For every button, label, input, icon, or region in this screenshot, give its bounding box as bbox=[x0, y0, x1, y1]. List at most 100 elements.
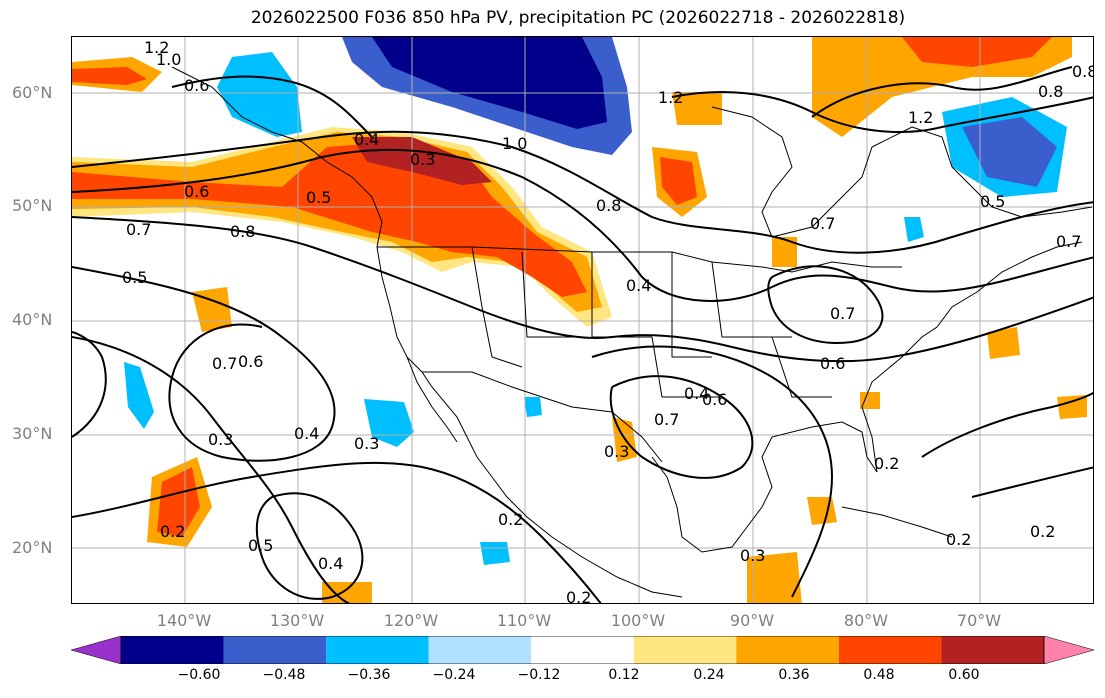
colorbar-tick: −0.24 bbox=[432, 667, 476, 683]
pv-contour-14 bbox=[921, 391, 1093, 458]
pos-area-hudson-1-core bbox=[660, 157, 697, 205]
contour-label: 0.7 bbox=[126, 220, 151, 239]
pv-contour-10 bbox=[767, 265, 884, 344]
contour-label: 0.4 bbox=[294, 424, 319, 443]
pos-area-greenland bbox=[812, 37, 1072, 137]
pos-area-ne bbox=[772, 237, 797, 267]
lon-label-90w: 90°W bbox=[729, 611, 775, 630]
contour-label: 0.2 bbox=[160, 522, 185, 541]
neg-area-pacific bbox=[124, 362, 154, 429]
colorbar-segment bbox=[326, 636, 429, 664]
lat-label-30: 30°N bbox=[12, 424, 53, 443]
colorbar-segment bbox=[633, 636, 737, 664]
pos-area-sw-ocean bbox=[322, 582, 372, 603]
coast-gulf bbox=[651, 241, 1083, 553]
contour-label: 0.8 bbox=[1038, 82, 1063, 101]
pos-area-caribbean bbox=[747, 552, 802, 603]
lon-label-80w: 80°W bbox=[843, 611, 889, 630]
colorbar-tick: 0.36 bbox=[778, 667, 810, 683]
coast-baja bbox=[406, 356, 458, 443]
contour-label: 0.3 bbox=[410, 150, 435, 169]
colorbar-tick: 0.60 bbox=[948, 667, 980, 683]
neg-area-alaska bbox=[217, 52, 302, 137]
contour-label: 0.7 bbox=[654, 410, 679, 429]
colorbar-tick: 0.24 bbox=[693, 667, 725, 683]
colorbar-segment bbox=[838, 636, 942, 664]
contour-label: 0.5 bbox=[122, 268, 147, 287]
contour-label: 1.2 bbox=[908, 108, 933, 127]
contour-label: 0.6 bbox=[702, 390, 727, 409]
pv-contour-12 bbox=[671, 91, 1093, 133]
pos-area-greenland-core bbox=[902, 37, 1052, 67]
lon-label-110w: 110°W bbox=[496, 611, 552, 630]
colorbar-segment bbox=[531, 636, 634, 664]
contour-label: 0.4 bbox=[684, 384, 709, 403]
precip-shading bbox=[72, 37, 1087, 603]
neg-area-small-2 bbox=[904, 217, 924, 242]
lon-label-140w: 140°W bbox=[156, 611, 212, 630]
contour-label: 0.7 bbox=[212, 354, 237, 373]
contour-label: 1.0 bbox=[502, 134, 527, 153]
contour-label: 0.5 bbox=[980, 192, 1005, 211]
pv-contour-1 bbox=[72, 130, 1093, 254]
coast-cuba bbox=[841, 506, 953, 538]
pos-area-alaska-core bbox=[72, 67, 147, 85]
colorbar-tick: −0.12 bbox=[517, 667, 561, 683]
colorbar-extend-high bbox=[1043, 636, 1094, 664]
pv-contour-3 bbox=[72, 216, 1093, 363]
pos-area-southeast bbox=[860, 392, 880, 409]
colorbar-segment bbox=[223, 636, 327, 664]
lat-label-50: 50°N bbox=[12, 196, 53, 215]
contour-label: 0.8 bbox=[230, 222, 255, 241]
pos-area-east bbox=[1057, 395, 1087, 419]
pv-contour-6 bbox=[72, 461, 602, 603]
contour-label: 0.3 bbox=[604, 442, 629, 461]
pos-area-atlantic bbox=[987, 327, 1020, 359]
pv-contour-5 bbox=[72, 336, 351, 603]
contour-label: 0.8 bbox=[1072, 62, 1094, 81]
lon-label-130w: 130°W bbox=[269, 611, 325, 630]
map-svg: 1.2 1.0 0.6 0.4 0.3 0.6 0.5 0.7 0.8 0.5 … bbox=[72, 37, 1094, 603]
contour-label: 0.7 bbox=[830, 304, 855, 323]
contour-label: 1.2 bbox=[658, 88, 683, 107]
contour-label: 0.4 bbox=[626, 276, 651, 295]
contour-label: 0.7 bbox=[810, 214, 835, 233]
pv-contour-16 bbox=[72, 331, 107, 438]
contour-label: 0.3 bbox=[208, 430, 233, 449]
contour-labels: 1.2 1.0 0.6 0.4 0.3 0.6 0.5 0.7 0.8 0.5 … bbox=[122, 38, 1094, 603]
colorbar-tick: 0.12 bbox=[608, 667, 640, 683]
contour-label: 1.2 bbox=[144, 38, 169, 57]
colorbar-tick: −0.48 bbox=[262, 667, 306, 683]
neg-area-mexico bbox=[480, 542, 510, 565]
colorbar-outline bbox=[120, 636, 1045, 664]
lon-label-70w: 70°W bbox=[956, 611, 1002, 630]
contour-label: 0.5 bbox=[306, 188, 331, 207]
neg-area-small-1 bbox=[524, 397, 542, 417]
colorbar-extend-low bbox=[71, 636, 122, 664]
pv-contour-15 bbox=[971, 466, 1093, 498]
coast-hudson bbox=[711, 106, 873, 238]
contour-label: 1.0 bbox=[156, 50, 181, 69]
pv-contour-2 bbox=[72, 148, 1093, 302]
pos-area-hawaii-core bbox=[157, 467, 200, 537]
colorbar-tick: −0.60 bbox=[177, 667, 221, 683]
pv-contour-7 bbox=[255, 492, 364, 600]
pos-area-hudson-2 bbox=[672, 92, 722, 125]
contour-label: 0.6 bbox=[238, 352, 263, 371]
contour-label: 0.2 bbox=[946, 530, 971, 549]
contour-label: 0.6 bbox=[184, 76, 209, 95]
neg-area-north-core bbox=[372, 37, 607, 129]
map-panel: 1.2 1.0 0.6 0.4 0.3 0.6 0.5 0.7 0.8 0.5 … bbox=[71, 36, 1094, 604]
pv-contour-9 bbox=[591, 345, 834, 598]
pv-contour-13 bbox=[171, 75, 373, 138]
colorbar-tick: −0.36 bbox=[347, 667, 391, 683]
contour-label: 0.6 bbox=[184, 182, 209, 201]
contour-label: 0.5 bbox=[248, 536, 273, 555]
contour-label: 0.4 bbox=[354, 130, 379, 149]
contour-label: 0.2 bbox=[1030, 522, 1055, 541]
chart-title: 2026022500 F036 850 hPa PV, precipitatio… bbox=[250, 8, 906, 28]
pv-contour-8 bbox=[609, 375, 754, 479]
lon-label-120w: 120°W bbox=[383, 611, 439, 630]
contour-label: 0.3 bbox=[354, 434, 379, 453]
border-us-canada bbox=[377, 246, 902, 273]
